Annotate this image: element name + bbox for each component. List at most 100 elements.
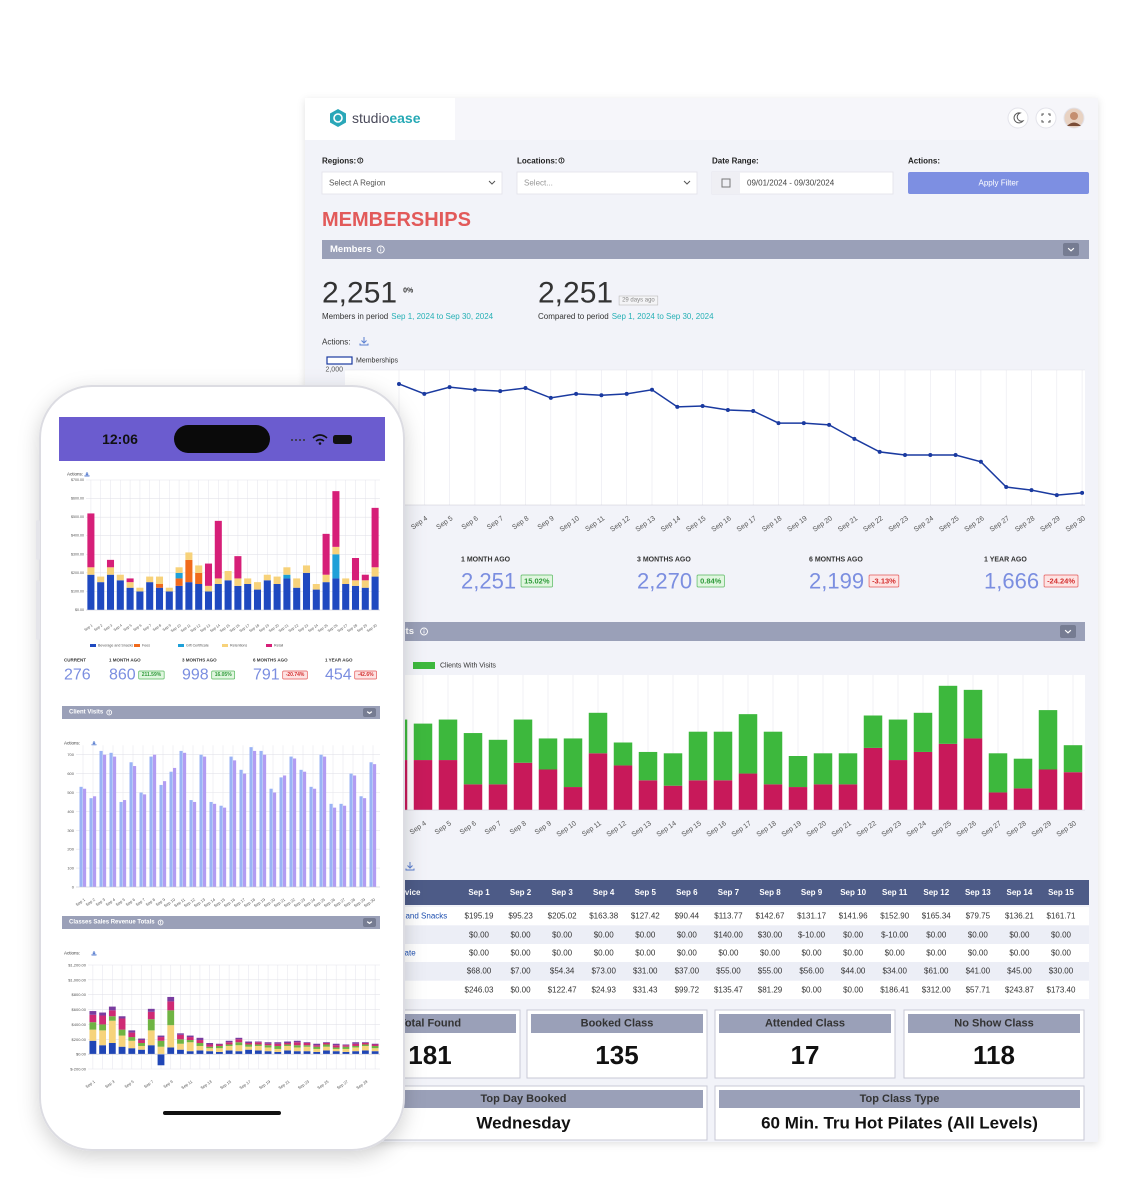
collapse-button[interactable]: [1060, 625, 1076, 638]
bar-segment: [87, 513, 95, 568]
chevron: [366, 921, 373, 925]
x-tick-label: Sep 23: [297, 1079, 311, 1091]
bar-segment: [185, 559, 193, 583]
line-point: [397, 381, 401, 386]
bar-segment: [204, 585, 213, 592]
bar: [293, 758, 297, 887]
table-cell: $195.19: [465, 912, 494, 921]
badge-box: [211, 670, 236, 680]
x-tick-label: Sep 10: [163, 897, 177, 909]
bar: [263, 754, 267, 887]
x-tick-label: Sep 17: [233, 897, 247, 909]
filter-input[interactable]: [321, 171, 503, 195]
bar-segment: [186, 1051, 194, 1055]
phone-time: 12:06: [102, 431, 138, 447]
fullscreen-toggle[interactable]: [1035, 107, 1057, 129]
table-cell: $131.17: [797, 912, 826, 921]
bar-segment: [312, 589, 320, 610]
bar: [133, 766, 137, 887]
bar-segment: [214, 520, 222, 579]
bar-segment: [293, 1045, 301, 1048]
bar-segment: [371, 1044, 379, 1046]
bar-segment: [361, 1043, 369, 1045]
bar-segment: [738, 773, 758, 810]
filter-input[interactable]: [516, 171, 698, 195]
bar-segment: [225, 1044, 233, 1046]
bar-segment: [332, 546, 340, 555]
bar-segment: [322, 574, 330, 583]
table-cell: $41.00: [966, 967, 991, 976]
phone-side-button: [36, 520, 40, 560]
bar-segment: [813, 753, 833, 785]
badge-box: [868, 574, 900, 588]
bar: [189, 800, 193, 887]
bar-segment: [302, 565, 311, 573]
signal-dot: [291, 439, 293, 441]
bar-segment: [263, 574, 271, 581]
actions-label: Actions:: [64, 741, 80, 746]
download-icon[interactable]: [359, 337, 369, 346]
metric-caption-text: Compared to period: [538, 312, 609, 321]
bar: [279, 777, 283, 887]
bar-segment: [89, 1029, 97, 1041]
y-tick-label: 2,000: [325, 367, 343, 374]
stat-value: 181: [408, 1040, 451, 1070]
collapse-button[interactable]: [1063, 243, 1079, 256]
highlight-value: Wednesday: [476, 1114, 571, 1133]
download-icon[interactable]: [405, 862, 415, 871]
bar-segment: [245, 1049, 253, 1055]
bar-segment: [713, 780, 733, 810]
x-tick-label: Sep 9: [162, 1079, 174, 1090]
line-point: [498, 389, 503, 394]
comparison-value: 791: [253, 667, 280, 684]
x-tick-label: Sep 29: [356, 623, 368, 633]
download-icon[interactable]: [84, 472, 90, 477]
apply-button-label[interactable]: Apply Filter: [978, 179, 1018, 188]
table-cell: $0.00: [552, 949, 573, 958]
chevron: [1064, 629, 1072, 634]
info-icon-dot: [380, 247, 382, 249]
moon-icon: [1013, 112, 1025, 124]
info-icon: [157, 919, 164, 926]
download-icon[interactable]: [91, 951, 97, 956]
table-cell: $136.21: [1005, 912, 1034, 921]
stat-value: 118: [973, 1040, 1015, 1070]
bar-segment: [264, 1043, 272, 1046]
bar-segment: [215, 1051, 223, 1055]
bar-segment: [89, 1014, 97, 1023]
highlight-card-header: [719, 1090, 1080, 1108]
x-tick-label: Sep 12: [183, 897, 197, 909]
bar: [183, 752, 187, 887]
actions-label: Actions:: [67, 472, 83, 477]
bar: [89, 798, 93, 887]
bar-segment: [438, 719, 458, 761]
collapse-button[interactable]: [363, 708, 376, 717]
y-tick-label: $200.00: [72, 1037, 87, 1042]
legend-swatch: [326, 356, 353, 365]
bar-segment: [108, 1016, 116, 1021]
bar-segment: [663, 753, 683, 786]
table-row-label[interactable]: Beverages and Snacks: [365, 912, 447, 921]
apply-button[interactable]: [908, 172, 1089, 194]
stat-card-header: [908, 1014, 1080, 1033]
legend-swatch: [222, 644, 228, 647]
table-cell: $24.93: [591, 986, 616, 995]
table-cell: $31.43: [633, 986, 658, 995]
bar-segment: [89, 1011, 97, 1015]
bar: [109, 752, 113, 887]
x-tick-label: Sep 15: [219, 623, 231, 633]
bar-segment: [988, 792, 1008, 810]
fullscreen-icon: [1041, 113, 1051, 123]
bar-segment: [138, 1043, 145, 1046]
bar-segment: [138, 1049, 145, 1055]
avatar-face: [1070, 112, 1078, 120]
theme-toggle[interactable]: [1007, 107, 1029, 129]
table-cell: $79.75: [966, 912, 991, 921]
table-header-cell: Sep 10: [840, 888, 866, 897]
logo-accent: ease: [389, 110, 420, 126]
download-icon[interactable]: [91, 741, 97, 746]
x-tick-label: Sep 13: [199, 1079, 213, 1091]
bar-segment: [186, 1035, 194, 1038]
collapse-button[interactable]: [363, 918, 376, 927]
stat-value: 135: [595, 1040, 638, 1070]
